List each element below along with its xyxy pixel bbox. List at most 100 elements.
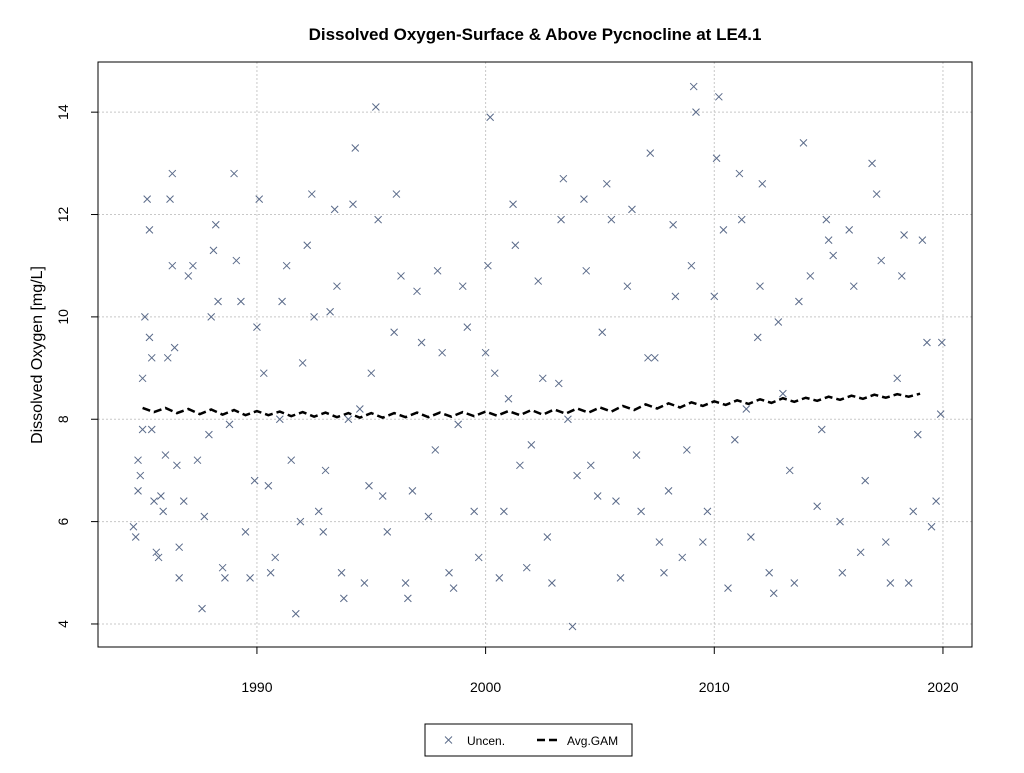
point-stroke — [397, 272, 405, 280]
point — [836, 517, 844, 526]
point-stroke — [765, 568, 774, 577]
point-stroke — [486, 113, 495, 122]
point — [175, 574, 184, 582]
point — [538, 374, 547, 383]
point — [747, 533, 755, 541]
point — [310, 313, 318, 321]
point — [682, 446, 691, 454]
point — [314, 507, 323, 516]
point-stroke — [168, 169, 177, 178]
point-stroke — [856, 548, 865, 557]
point-stroke — [145, 226, 154, 234]
point-stroke — [580, 195, 588, 204]
point-stroke — [742, 405, 751, 413]
point — [900, 231, 908, 239]
point — [371, 103, 380, 111]
point — [355, 405, 364, 413]
x-tick-label: 2010 — [699, 679, 730, 695]
point-stroke — [932, 497, 940, 505]
point-stroke — [628, 205, 636, 214]
point — [486, 113, 495, 122]
point-stroke — [424, 512, 433, 521]
point — [742, 405, 751, 413]
point-stroke — [495, 574, 504, 582]
point — [849, 282, 858, 291]
point-stroke — [481, 348, 490, 357]
point-stroke — [687, 261, 696, 270]
point-stroke — [582, 266, 591, 275]
point — [134, 456, 142, 465]
point-stroke — [360, 579, 369, 587]
point — [564, 415, 572, 424]
point-stroke — [138, 425, 147, 434]
legend-label: Avg.GAM — [567, 734, 618, 748]
point-stroke — [557, 215, 565, 224]
point — [689, 82, 698, 91]
point-stroke — [543, 533, 552, 541]
point — [150, 497, 158, 505]
point — [580, 195, 588, 204]
point — [413, 287, 421, 296]
point — [806, 272, 815, 280]
point-stroke — [314, 507, 323, 516]
point-stroke — [205, 430, 213, 439]
point-stroke — [623, 282, 632, 291]
point-stroke — [355, 405, 364, 413]
point-stroke — [141, 313, 149, 321]
point-stroke — [644, 353, 652, 362]
point-stroke — [845, 226, 854, 234]
point-stroke — [937, 338, 946, 347]
point — [868, 159, 876, 168]
point — [378, 492, 387, 500]
point — [344, 415, 353, 424]
point-stroke — [463, 323, 472, 331]
point — [913, 430, 922, 439]
point — [824, 236, 833, 244]
point-stroke — [500, 507, 508, 516]
point-stroke — [431, 446, 440, 454]
point — [431, 446, 440, 454]
point — [612, 497, 620, 505]
point — [134, 487, 142, 495]
point-stroke — [330, 205, 339, 214]
point-stroke — [824, 236, 833, 244]
point-stroke — [333, 282, 341, 291]
point — [904, 579, 913, 587]
point-stroke — [774, 318, 783, 326]
point-stroke — [813, 502, 822, 511]
point-stroke — [291, 609, 300, 618]
point — [687, 261, 696, 270]
point-stroke — [710, 292, 719, 301]
point-stroke — [193, 456, 202, 465]
point-stroke — [449, 584, 458, 592]
point — [159, 507, 168, 516]
point — [593, 492, 602, 500]
point — [438, 348, 447, 357]
point-stroke — [779, 389, 787, 398]
point — [715, 92, 723, 101]
point — [131, 533, 140, 541]
point — [173, 461, 181, 470]
point-stroke — [689, 82, 698, 91]
y-tick-label: 8 — [55, 415, 71, 423]
point-stroke — [900, 231, 908, 239]
point — [813, 502, 822, 511]
point — [225, 420, 234, 429]
point — [756, 282, 764, 291]
point-stroke — [504, 394, 513, 403]
point — [141, 313, 149, 321]
point-stroke — [321, 466, 330, 475]
point-stroke — [593, 492, 602, 500]
point — [145, 226, 154, 234]
point — [607, 215, 616, 224]
point-stroke — [310, 313, 318, 321]
point — [230, 169, 238, 178]
point-stroke — [573, 471, 581, 480]
point-stroke — [351, 144, 360, 152]
point-stroke — [516, 461, 524, 470]
point-stroke — [211, 220, 220, 229]
point-stroke — [715, 92, 723, 101]
point — [655, 538, 664, 546]
point — [669, 220, 677, 229]
point-stroke — [255, 195, 264, 204]
